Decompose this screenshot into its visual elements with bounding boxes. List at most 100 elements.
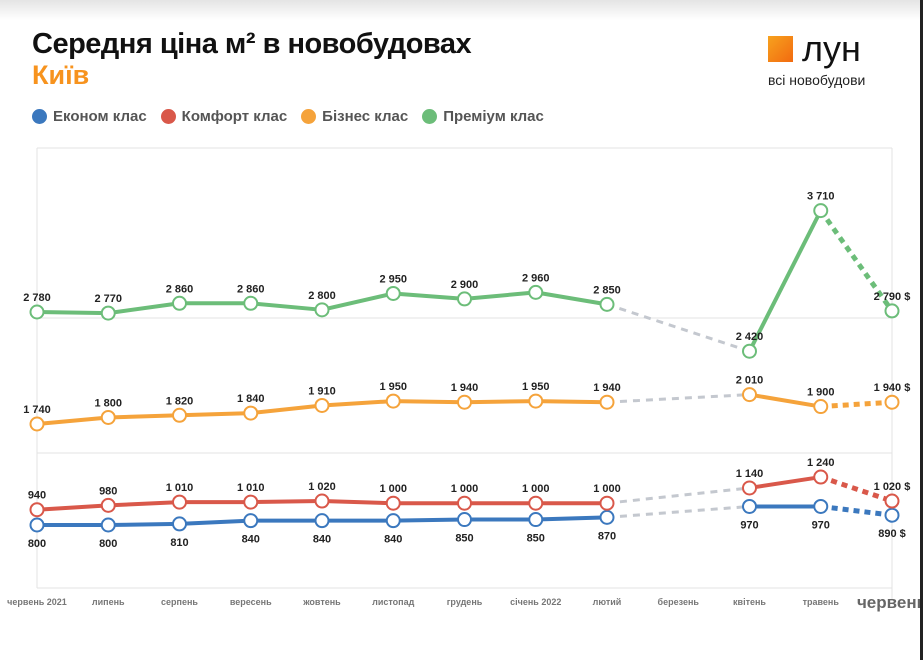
data-point xyxy=(457,495,472,511)
x-tick-label: вересень xyxy=(230,597,272,607)
data-label: 1 240 xyxy=(807,457,835,469)
data-point xyxy=(528,512,544,528)
data-point xyxy=(457,512,472,528)
legend-dot-icon xyxy=(422,109,438,124)
line-segment xyxy=(250,301,323,312)
data-point xyxy=(172,407,187,423)
data-label: 840 xyxy=(384,534,402,546)
legend-dot-icon xyxy=(301,109,317,124)
data-point xyxy=(29,304,45,320)
data-point xyxy=(884,303,900,319)
data-label: 850 xyxy=(455,533,473,545)
legend-label: Бізнес клас xyxy=(322,108,409,125)
data-point xyxy=(742,387,757,403)
data-label: 2 950 xyxy=(379,273,407,285)
data-label: 800 xyxy=(28,538,46,550)
data-point xyxy=(884,507,900,523)
gap-segment xyxy=(606,486,750,505)
data-label: 2 790 $ xyxy=(874,291,911,303)
gap-segment xyxy=(606,393,750,404)
line-segment xyxy=(36,415,109,426)
data-label: 1 020 $ xyxy=(874,481,911,493)
top-bar xyxy=(0,0,923,20)
data-label: 1 910 xyxy=(308,385,336,397)
data-point xyxy=(314,397,330,413)
line-segment xyxy=(747,209,823,353)
data-label: 970 xyxy=(812,519,830,531)
x-tick-label: квітень xyxy=(733,597,766,607)
data-point xyxy=(172,494,187,510)
data-point xyxy=(243,295,259,311)
line-segment xyxy=(250,499,323,505)
data-label: 1 000 xyxy=(593,483,621,495)
data-label: 1 940 $ xyxy=(874,382,911,394)
line-segment xyxy=(464,399,536,405)
data-label: 2 770 xyxy=(94,293,122,305)
line-segment xyxy=(108,521,180,527)
data-label: 1 950 xyxy=(522,381,550,393)
data-label: 1 000 xyxy=(451,483,479,495)
legend-label: Комфорт клас xyxy=(181,108,288,125)
chart-subtitle-city: Київ xyxy=(32,60,90,90)
data-label: 1 840 xyxy=(237,393,265,405)
logo-square-icon xyxy=(768,36,793,62)
x-tick-label: жовтень xyxy=(302,597,341,607)
legend: Економ клас Комфорт клас Бізнес клас Пре… xyxy=(32,108,544,125)
data-label: 850 xyxy=(527,533,545,545)
legend-dot-icon xyxy=(32,109,47,124)
data-point xyxy=(100,517,116,533)
data-label: 1 010 xyxy=(166,482,194,494)
data-label: 890 $ xyxy=(878,528,906,540)
data-point xyxy=(29,416,45,432)
forecast-segment xyxy=(820,503,893,518)
data-label: 3 710 xyxy=(807,191,835,203)
data-label: 2 010 xyxy=(736,375,764,387)
data-point xyxy=(385,513,401,529)
line-segment xyxy=(36,310,109,316)
line-segment xyxy=(321,399,394,408)
data-point xyxy=(29,502,45,518)
x-tick-label: березень xyxy=(658,597,700,607)
x-tick-label: листопад xyxy=(372,597,414,607)
x-tick-label: червень 2021 xyxy=(7,597,67,607)
data-label: 2 850 xyxy=(593,284,621,296)
legend-premium: Преміум клас xyxy=(422,108,544,125)
x-tick-label: лютий xyxy=(593,597,622,607)
data-label: 1 800 xyxy=(94,397,122,409)
data-label: 870 xyxy=(598,530,616,542)
line-segment xyxy=(321,291,394,312)
x-tick-label: червень xyxy=(857,593,923,612)
x-tick-label: січень 2022 xyxy=(510,597,561,607)
logo-tagline: всі новобудови xyxy=(768,72,866,88)
data-label: 1 000 xyxy=(379,483,407,495)
line-segment xyxy=(250,403,323,416)
line-segment xyxy=(393,291,465,301)
line-segment xyxy=(179,518,251,526)
logo-name: лун xyxy=(802,28,861,69)
data-label: 810 xyxy=(170,537,188,549)
data-point xyxy=(243,494,259,510)
data-label: 2 960 xyxy=(522,272,550,284)
data-label: 2 860 xyxy=(166,283,194,295)
data-point xyxy=(742,498,757,514)
forecast-segment xyxy=(818,209,895,313)
window-edge xyxy=(920,0,923,660)
data-point xyxy=(599,394,615,410)
data-label: 1 000 xyxy=(522,483,550,495)
line-segment xyxy=(108,413,180,420)
x-tick-label: грудень xyxy=(447,597,483,607)
data-point xyxy=(100,497,116,513)
data-label: 940 xyxy=(28,490,46,502)
data-point xyxy=(100,409,116,425)
line-segment xyxy=(393,399,465,405)
line-segment xyxy=(108,500,180,508)
data-label: 1 900 xyxy=(807,387,835,399)
data-label: 1 820 xyxy=(166,395,194,407)
data-point xyxy=(314,302,330,318)
data-label: 2 860 xyxy=(237,283,265,295)
line-segment xyxy=(535,515,608,522)
data-label: 2 420 xyxy=(736,331,764,343)
data-label: 2 780 xyxy=(23,292,51,304)
data-point xyxy=(813,203,829,219)
data-label: 1 020 xyxy=(308,481,336,493)
